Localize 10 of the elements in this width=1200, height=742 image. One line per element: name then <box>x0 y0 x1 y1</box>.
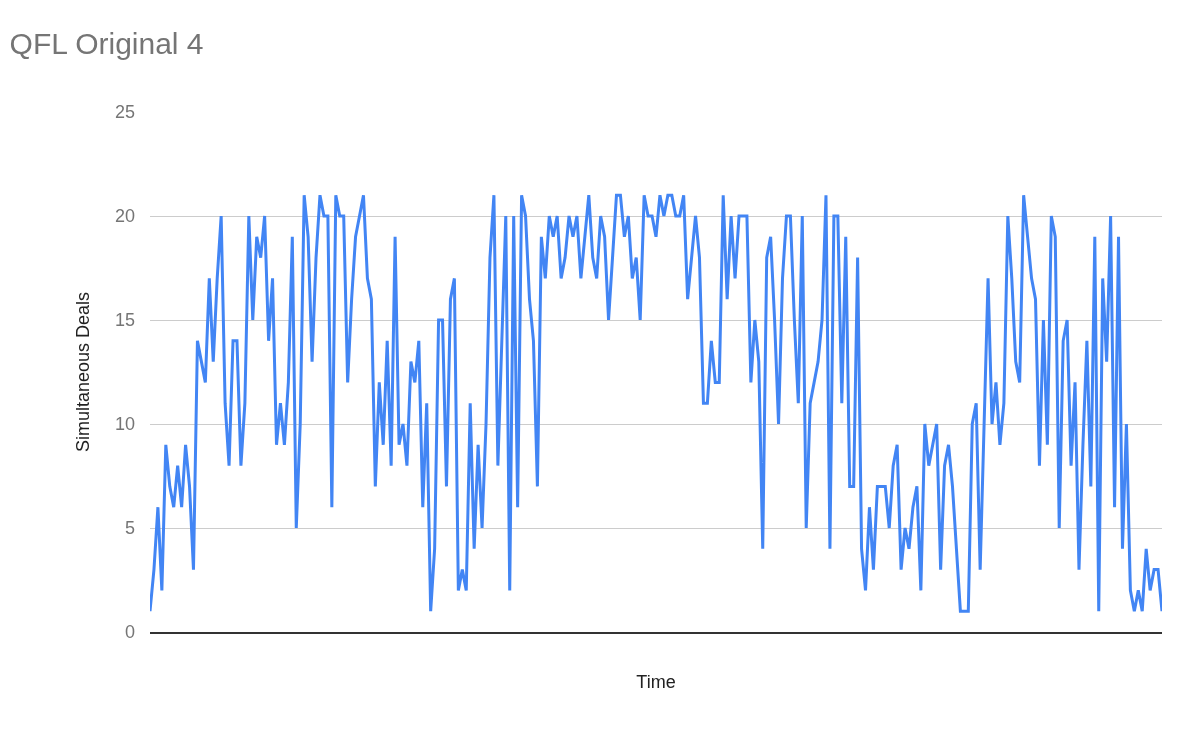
y-tick-label: 0 <box>124 622 135 643</box>
line-series <box>150 193 1162 613</box>
y-tick-label: 15 <box>114 310 135 331</box>
y-tick-label: 5 <box>124 518 135 539</box>
x-axis-title: Time <box>636 672 676 692</box>
y-tick-label: 25 <box>114 102 135 123</box>
chart-title: QFL Original 4 <box>9 27 204 61</box>
y-tick-label: 20 <box>114 206 135 227</box>
y-axis-title: Simultaneous Deals <box>73 291 94 453</box>
y-tick-label: 10 <box>114 414 135 435</box>
